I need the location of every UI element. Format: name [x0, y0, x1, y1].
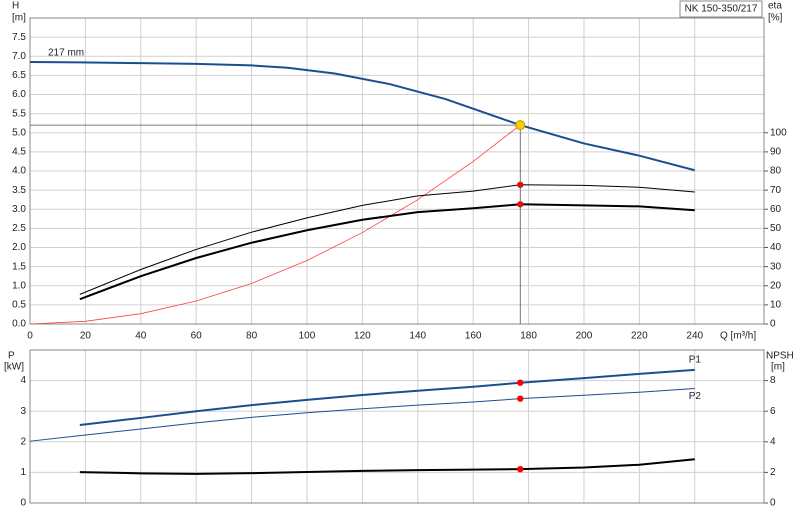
y2-tick-label: 8	[770, 375, 776, 386]
y-tick-label: 0.0	[12, 319, 26, 330]
x-tick-label: 100	[299, 331, 316, 342]
y-tick-label: 5.0	[12, 127, 26, 138]
curve	[79, 203, 695, 301]
x-tick-label: 80	[246, 331, 258, 342]
y2-tick-label: 70	[770, 185, 782, 196]
x-tick-label: 160	[465, 331, 482, 342]
y2-tick-label: 4	[770, 436, 776, 447]
y-tick-label: 1.5	[12, 261, 26, 272]
y2-tick-label: 2	[770, 467, 776, 478]
y2-tick-label: 90	[770, 147, 782, 158]
y-tick-label: 1.0	[12, 280, 26, 291]
operating-marker	[517, 395, 524, 402]
x-tick-label: 220	[631, 331, 648, 342]
curve-annotation: 217 mm	[48, 48, 84, 59]
y2-axis-label: eta	[768, 1, 782, 12]
y-tick-label: 4	[20, 375, 26, 386]
y-tick-label: 1	[20, 467, 26, 478]
y-axis-unit: [m]	[12, 13, 26, 24]
y-axis-unit: [kW]	[4, 362, 24, 373]
curve	[29, 60, 696, 172]
y2-tick-label: 50	[770, 223, 782, 234]
series-label: P1	[689, 355, 702, 366]
y-tick-label: 3	[20, 406, 26, 417]
x-tick-label: 40	[135, 331, 147, 342]
x-tick-label: 0	[27, 331, 33, 342]
y-tick-label: 7.0	[12, 51, 26, 62]
y-tick-label: 5.5	[12, 108, 26, 119]
y-axis-label: P	[8, 351, 15, 362]
plot-frame	[29, 349, 765, 504]
y-tick-label: 4.5	[12, 147, 26, 158]
y2-axis-label: NPSH	[766, 351, 794, 362]
y2-tick-label: 6	[770, 406, 776, 417]
curve	[29, 124, 521, 325]
x-tick-label: 120	[354, 331, 371, 342]
y2-tick-label: 20	[770, 280, 782, 291]
y-tick-label: 6.0	[12, 89, 26, 100]
x-tick-label: 140	[409, 331, 426, 342]
y-tick-label: 2.0	[12, 242, 26, 253]
y2-tick-label: 60	[770, 204, 782, 215]
x-tick-label: 200	[576, 331, 593, 342]
y2-tick-label: 40	[770, 242, 782, 253]
y-tick-label: 6.5	[12, 70, 26, 81]
y2-axis-unit: [%]	[768, 13, 783, 24]
y2-tick-label: 100	[770, 127, 787, 138]
x-tick-label: 240	[686, 331, 703, 342]
y-tick-label: 2.5	[12, 223, 26, 234]
y2-tick-label: 10	[770, 300, 782, 311]
y-tick-label: 2	[20, 436, 26, 447]
operating-marker	[517, 465, 524, 473]
x-axis-label: Q [m³/h]	[720, 331, 756, 342]
operating-point	[515, 120, 526, 131]
curve	[29, 388, 695, 442]
x-tick-label: 60	[191, 331, 203, 342]
y-tick-label: 0.5	[12, 300, 26, 311]
curve	[79, 184, 695, 295]
y-tick-label: 3.5	[12, 185, 26, 196]
y2-tick-label: 80	[770, 166, 782, 177]
title-box	[679, 0, 763, 18]
y-tick-label: 4.0	[12, 166, 26, 177]
y-tick-label: 3.0	[12, 204, 26, 215]
series-label: P2	[689, 391, 702, 402]
y2-tick-label: 0	[770, 319, 776, 330]
curve	[79, 368, 695, 426]
x-tick-label: 20	[80, 331, 92, 342]
y-axis-label: H	[12, 1, 19, 12]
x-tick-label: 180	[520, 331, 537, 342]
chart-title: NK 150-350/217	[685, 4, 758, 15]
operating-marker	[517, 379, 524, 386]
y-tick-label: 7.5	[12, 32, 26, 43]
y2-tick-label: 0	[770, 498, 776, 509]
y-tick-label: 0	[20, 498, 26, 509]
curve	[79, 458, 695, 475]
plot-frame	[29, 17, 765, 325]
y2-tick-label: 30	[770, 261, 782, 272]
y2-axis-unit: [m]	[771, 362, 785, 373]
